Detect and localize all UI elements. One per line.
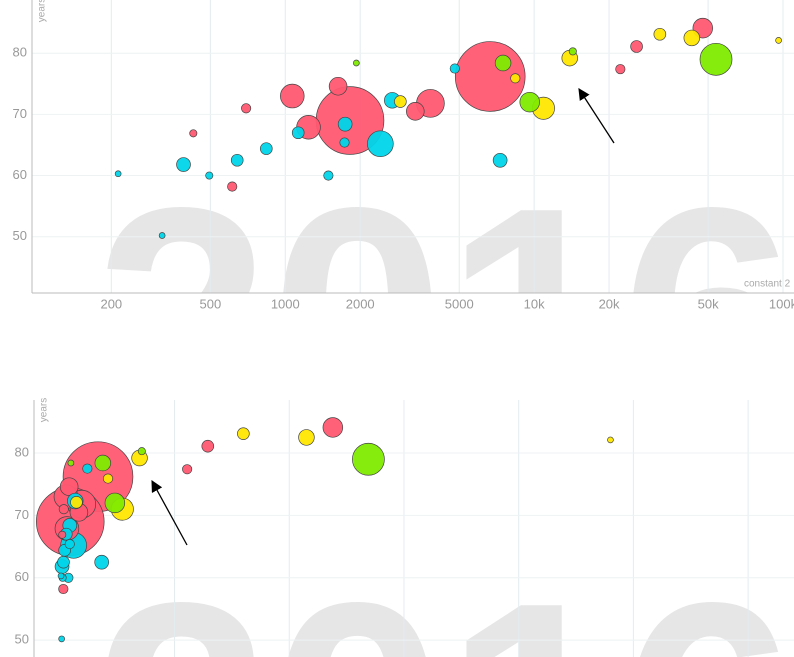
- y-tick-label: 80: [13, 45, 27, 60]
- bubble: [137, 447, 146, 456]
- y-tick-label: 70: [13, 106, 27, 121]
- arrow-annotation: [578, 88, 615, 144]
- bubble: [519, 91, 540, 113]
- x-tick-label: 100k: [769, 296, 794, 311]
- bubble: [260, 142, 273, 155]
- y-axis-label: years: [39, 398, 50, 422]
- bubble: [182, 464, 193, 475]
- year-watermark: 2016: [95, 537, 794, 657]
- bubble: [494, 54, 512, 72]
- y-tick-label: 60: [15, 569, 29, 584]
- bubble: [70, 496, 83, 509]
- bubble: [57, 555, 70, 569]
- bubble: [568, 47, 577, 56]
- bubble: [227, 181, 238, 192]
- bubble: [510, 73, 521, 84]
- bubble: [58, 504, 69, 515]
- bubble: [353, 59, 360, 67]
- bubble: [280, 83, 305, 109]
- bubble: [104, 492, 126, 514]
- x-tick-label: 200: [100, 296, 122, 311]
- bubble: [102, 473, 114, 484]
- bubble: [114, 170, 122, 178]
- bubble: [699, 42, 733, 76]
- bubble: [607, 436, 614, 444]
- bubble: [406, 102, 425, 121]
- bubble: [67, 459, 75, 467]
- bubbles: [36, 417, 614, 643]
- bubbles: [114, 17, 782, 239]
- bubble: [82, 463, 93, 474]
- bubble: [367, 130, 394, 158]
- bubble: [339, 137, 350, 148]
- bubble: [201, 439, 215, 453]
- bubble: [57, 572, 65, 580]
- bubble: [492, 152, 508, 168]
- bubble: [189, 129, 198, 138]
- y-tick-label: 80: [15, 444, 29, 459]
- bubble: [322, 417, 344, 438]
- bubble: [158, 232, 166, 239]
- y-tick-label: 60: [13, 167, 27, 182]
- chart-bottom: 2016 50 60 70 80 years: [15, 398, 794, 657]
- x-tick-label: 20k: [599, 296, 620, 311]
- bubble: [298, 429, 315, 446]
- x-tick-label: 500: [200, 296, 222, 311]
- bubble: [615, 64, 626, 75]
- bubble: [323, 170, 334, 181]
- y-tick-label: 50: [13, 228, 27, 243]
- watermark-group: 2016: [95, 142, 794, 494]
- y-tick-label: 70: [15, 507, 29, 522]
- x-tick-label: 2000: [346, 296, 375, 311]
- bubble: [291, 126, 305, 140]
- bubble: [94, 554, 110, 570]
- bubble: [394, 95, 407, 108]
- bubble: [683, 29, 701, 47]
- bubble: [58, 583, 69, 595]
- bubble: [449, 63, 460, 74]
- bubble: [653, 27, 667, 41]
- bubble: [630, 40, 643, 53]
- bubble: [94, 454, 112, 472]
- bubble: [328, 76, 348, 96]
- x-tick-label: 1000: [271, 296, 300, 311]
- bubble: [64, 539, 75, 550]
- watermark-group: 2016: [95, 537, 794, 657]
- bubble: [241, 103, 252, 114]
- bubble: [230, 153, 244, 167]
- year-watermark: 2016: [95, 142, 794, 494]
- x-axis-label: constant 2: [744, 279, 791, 290]
- bubble: [337, 116, 353, 132]
- bubble: [176, 157, 191, 172]
- y-axis-label: years: [37, 0, 48, 22]
- arrow-annotation: [151, 479, 188, 546]
- bubble: [58, 635, 65, 643]
- x-tick-label: 50k: [698, 296, 719, 311]
- x-tick-label: 5000: [445, 296, 474, 311]
- bubble: [205, 171, 214, 180]
- bubble: [775, 37, 782, 44]
- y-tick-label: 50: [15, 632, 29, 647]
- bubble: [58, 530, 67, 539]
- bubble: [237, 427, 250, 440]
- x-tick-label: 10k: [524, 296, 545, 311]
- bubble: [352, 442, 385, 476]
